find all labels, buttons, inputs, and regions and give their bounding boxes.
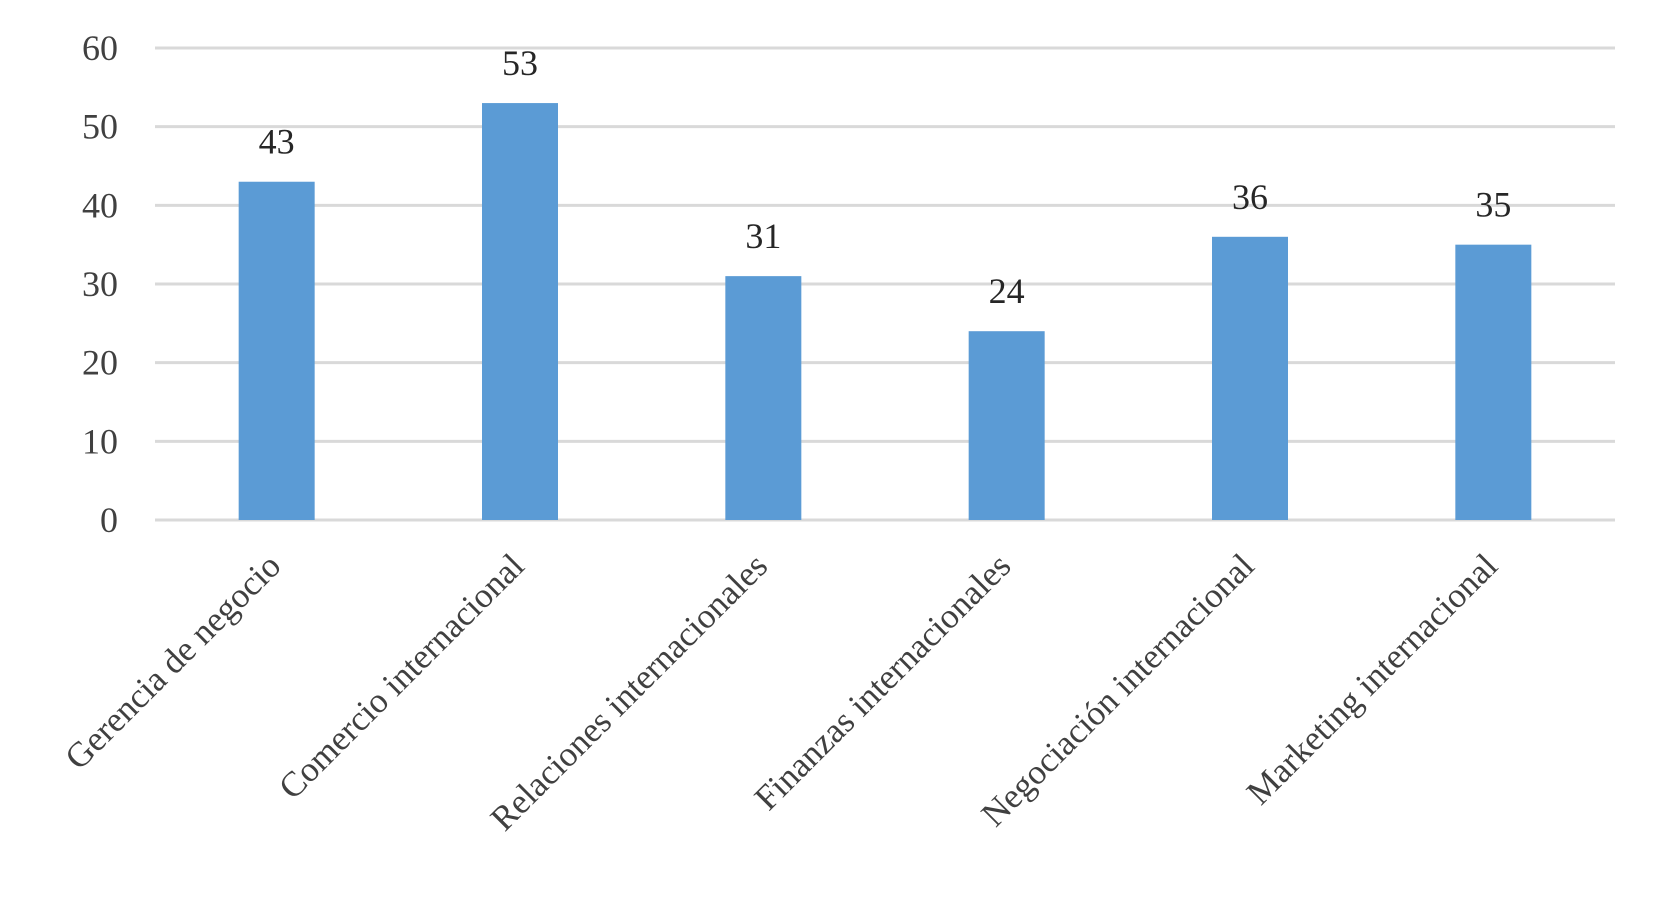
- y-tick-label: 0: [100, 500, 118, 540]
- y-tick-label: 40: [82, 185, 118, 225]
- gridlines: [155, 46, 1615, 522]
- y-tick-label: 10: [82, 421, 118, 461]
- bar: [1212, 236, 1288, 521]
- y-tick-label: 20: [82, 343, 118, 383]
- x-tick-label: Gerencia de negocio: [57, 546, 288, 777]
- bar: [968, 331, 1045, 520]
- x-tick-label: Relaciones internacionales: [483, 546, 775, 838]
- data-label: 31: [745, 216, 781, 256]
- y-tick-label: 30: [82, 264, 118, 304]
- bar: [725, 276, 802, 520]
- bar: [238, 181, 315, 520]
- x-tick-label: Marketing internacional: [1239, 546, 1505, 812]
- bars: [238, 103, 1532, 521]
- data-labels: 43 53 31 24 36 35: [259, 43, 1512, 311]
- bar: [1455, 244, 1532, 520]
- data-label: 36: [1232, 177, 1268, 217]
- data-label: 24: [989, 271, 1025, 311]
- y-tick-label: 60: [82, 28, 118, 68]
- x-tick-label: Negociación internacional: [974, 546, 1262, 834]
- data-label: 43: [259, 122, 295, 162]
- y-tick-label: 50: [82, 107, 118, 147]
- x-tick-label: Comercio internacional: [271, 546, 532, 807]
- data-label: 35: [1475, 185, 1511, 225]
- x-tick-label: Finanzas internacionales: [747, 546, 1019, 818]
- y-axis-tick-labels: 0 10 20 30 40 50 60: [82, 28, 118, 540]
- bar: [482, 103, 558, 521]
- data-label: 53: [502, 43, 538, 83]
